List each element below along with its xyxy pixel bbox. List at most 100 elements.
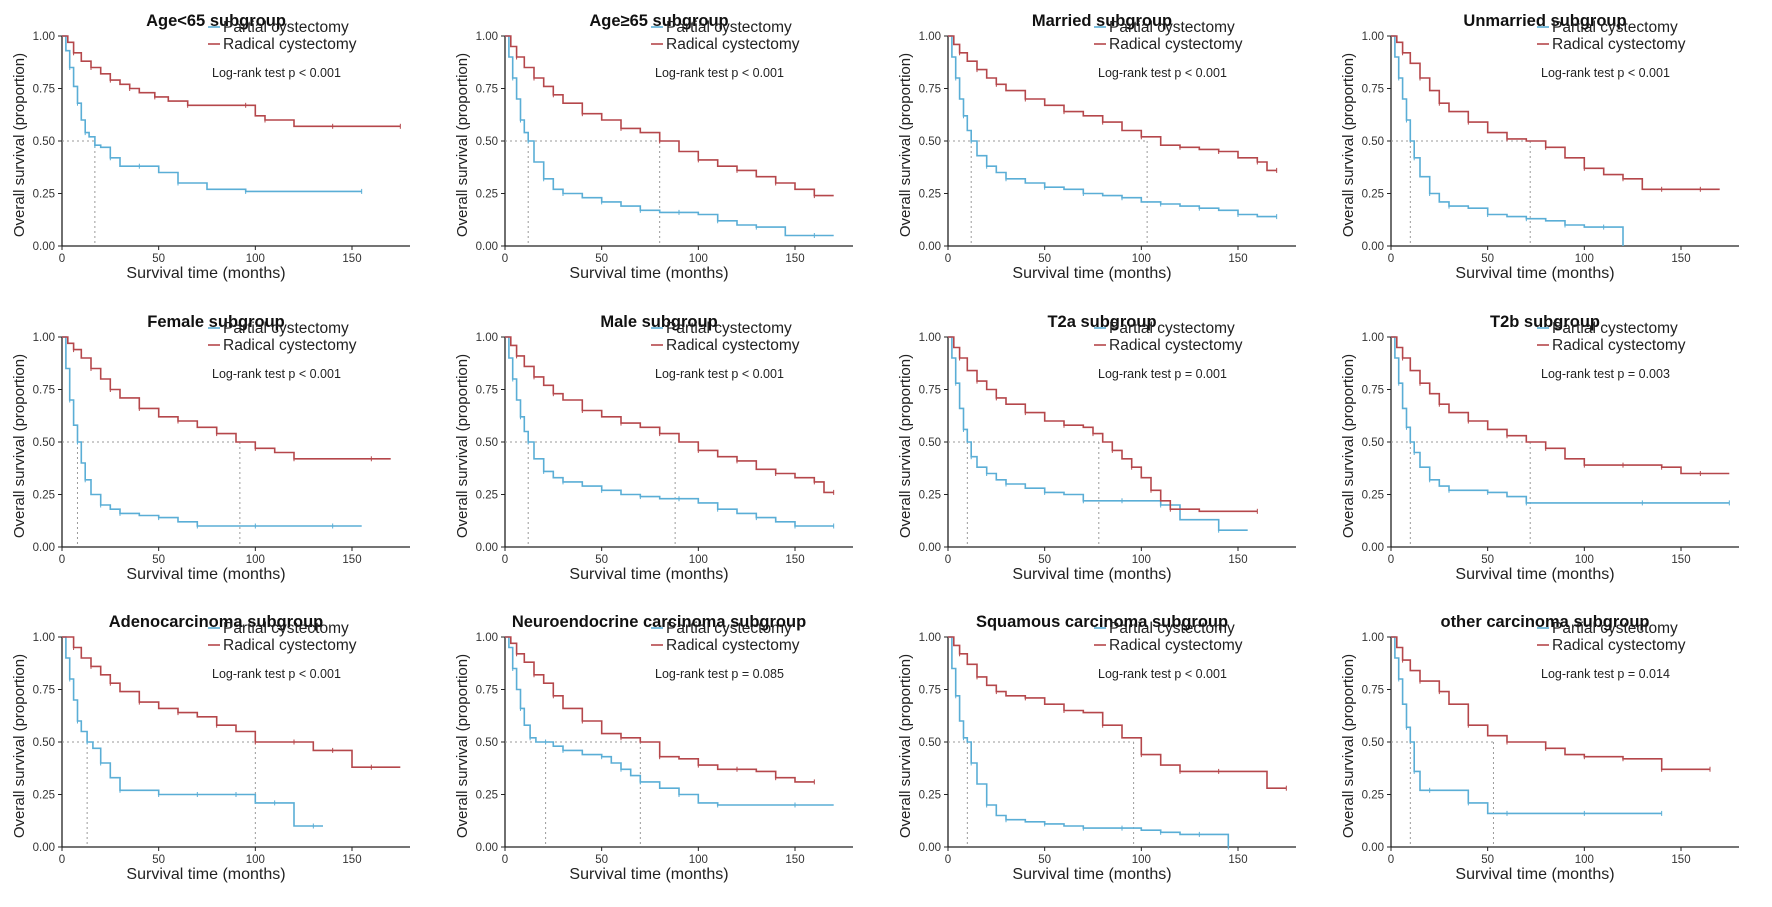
x-tick-label: 0 <box>1388 854 1394 866</box>
partial-cystectomy-curve <box>62 336 362 527</box>
x-axis-label: Survival time (months) <box>126 866 285 883</box>
y-tick-label: 0.50 <box>1362 437 1384 449</box>
x-tick-label: 50 <box>152 854 165 866</box>
panel-title: Age≥65 subgroup <box>589 12 728 30</box>
x-tick-label: 50 <box>595 253 608 265</box>
y-tick-label: 0.75 <box>33 84 55 96</box>
x-tick-label: 0 <box>502 554 508 566</box>
x-tick-label: 150 <box>785 854 804 866</box>
y-tick-label: 0.75 <box>33 385 55 397</box>
partial-cystectomy-curve <box>505 336 834 527</box>
km-panel: Neuroendocrine carcinoma subgroup 0.00 0.2… <box>454 613 853 883</box>
y-tick-label: 0.00 <box>33 542 55 554</box>
log-rank-text: Log-rank test p < 0.001 <box>1098 66 1227 80</box>
radical-cystectomy-curve <box>1391 336 1730 475</box>
radical-cystectomy-curve <box>62 636 401 768</box>
km-panel: Female subgroup 0.00 0.25 0.50 0.75 1.00 0 50 10… <box>11 313 410 583</box>
y-tick-label: 0.25 <box>1362 790 1384 802</box>
panel-title: T2a subgroup <box>1047 313 1156 331</box>
legend-label: Partial cystectomy <box>1109 620 1235 637</box>
x-tick-label: 100 <box>1132 253 1151 265</box>
legend-label: Partial cystectomy <box>1552 19 1678 36</box>
panel-title: Neuroendocrine carcinoma subgroup <box>512 613 806 631</box>
y-tick-label: 0.00 <box>1362 842 1384 854</box>
x-tick-label: 150 <box>1228 253 1247 265</box>
km-panel: T2a subgroup 0.00 0.25 0.50 0.75 1.00 0 50 100 15… <box>897 313 1296 583</box>
km-panel: Adenocarcinoma subgroup 0.00 0.25 0.50 0.75 1… <box>11 613 410 883</box>
y-tick-label: 1.00 <box>476 632 498 644</box>
x-axis-label: Survival time (months) <box>1455 866 1614 883</box>
log-rank-text: Log-rank test p < 0.001 <box>1098 667 1227 681</box>
x-axis-label: Survival time (months) <box>1455 566 1614 583</box>
legend-label: Partial cystectomy <box>666 19 792 36</box>
y-tick-label: 0.25 <box>33 490 55 502</box>
radical-cystectomy-curve <box>62 35 401 128</box>
x-tick-label: 150 <box>1228 854 1247 866</box>
log-rank-text: Log-rank test p < 0.001 <box>212 66 341 80</box>
y-axis-label: Overall survival (proportion) <box>1340 53 1357 237</box>
log-rank-text: Log-rank test p = 0.085 <box>655 667 784 681</box>
x-tick-label: 0 <box>59 554 65 566</box>
partial-cystectomy-curve <box>948 336 1248 531</box>
km-panel: Married subgroup 0.00 0.25 0.50 0.75 1.00 0 50 1… <box>897 12 1296 282</box>
x-tick-label: 50 <box>1038 253 1051 265</box>
y-tick-label: 1.00 <box>919 632 941 644</box>
x-tick-label: 50 <box>152 554 165 566</box>
legend-label: Radical cystectomy <box>223 637 357 654</box>
x-tick-label: 100 <box>246 554 265 566</box>
y-tick-label: 0.00 <box>476 842 498 854</box>
y-tick-label: 0.75 <box>919 84 941 96</box>
panel-title: Squamous carcinoma subgroup <box>976 613 1228 631</box>
y-tick-label: 0.75 <box>33 685 55 697</box>
y-tick-label: 0.00 <box>1362 241 1384 253</box>
y-tick-label: 0.50 <box>33 136 55 148</box>
y-tick-label: 1.00 <box>476 332 498 344</box>
x-tick-label: 100 <box>689 854 708 866</box>
x-axis-label: Survival time (months) <box>126 566 285 583</box>
panel-title: Female subgroup <box>147 313 285 331</box>
y-tick-label: 0.25 <box>33 790 55 802</box>
log-rank-text: Log-rank test p < 0.001 <box>1541 66 1670 80</box>
x-tick-label: 100 <box>689 554 708 566</box>
x-tick-label: 150 <box>342 253 361 265</box>
x-tick-label: 0 <box>59 253 65 265</box>
y-tick-label: 0.50 <box>476 437 498 449</box>
x-tick-label: 50 <box>1481 253 1494 265</box>
x-tick-label: 150 <box>1228 554 1247 566</box>
y-axis-label: Overall survival (proportion) <box>897 354 914 538</box>
y-tick-label: 0.25 <box>919 490 941 502</box>
x-tick-label: 50 <box>595 554 608 566</box>
y-tick-label: 1.00 <box>33 31 55 43</box>
x-tick-label: 0 <box>945 554 951 566</box>
km-panel: Age≥65 subgroup 0.00 0.25 0.50 0.75 1.00 0 50 10… <box>454 12 853 282</box>
km-panel: Squamous carcinoma subgroup 0.00 0.25 0.50 0… <box>897 613 1296 883</box>
legend-label: Partial cystectomy <box>1552 620 1678 637</box>
x-tick-label: 150 <box>1671 854 1690 866</box>
radical-cystectomy-curve <box>948 636 1287 789</box>
x-axis-label: Survival time (months) <box>569 265 728 282</box>
partial-cystectomy-curve <box>505 35 834 237</box>
x-tick-label: 150 <box>342 554 361 566</box>
x-tick-label: 0 <box>502 253 508 265</box>
legend-label: Partial cystectomy <box>1109 320 1235 337</box>
legend-label: Radical cystectomy <box>1109 337 1243 354</box>
y-axis-label: Overall survival (proportion) <box>454 354 471 538</box>
km-panel: Age<65 subgroup 0.00 0.25 0.50 0.75 1.00 0 50 10… <box>11 12 410 282</box>
x-tick-label: 0 <box>502 854 508 866</box>
y-axis-label: Overall survival (proportion) <box>897 53 914 237</box>
y-tick-label: 0.00 <box>33 842 55 854</box>
y-tick-label: 0.75 <box>1362 685 1384 697</box>
x-axis-label: Survival time (months) <box>1012 866 1171 883</box>
y-tick-label: 0.25 <box>476 490 498 502</box>
y-axis-label: Overall survival (proportion) <box>1340 354 1357 538</box>
y-axis-label: Overall survival (proportion) <box>454 53 471 237</box>
y-tick-label: 0.50 <box>1362 136 1384 148</box>
y-tick-label: 1.00 <box>476 31 498 43</box>
radical-cystectomy-curve <box>948 336 1258 513</box>
y-tick-label: 0.75 <box>919 385 941 397</box>
log-rank-text: Log-rank test p = 0.001 <box>1098 367 1227 381</box>
y-tick-label: 0.50 <box>919 136 941 148</box>
y-tick-label: 1.00 <box>1362 632 1384 644</box>
